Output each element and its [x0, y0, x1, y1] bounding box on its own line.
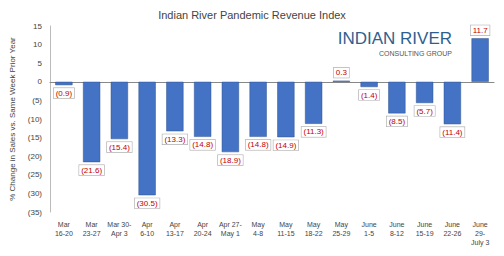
svg-text:15-19: 15-19 [416, 230, 434, 237]
svg-text:June: June [417, 221, 432, 228]
svg-text:Apr: Apr [197, 221, 209, 229]
svg-text:(13.3): (13.3) [164, 135, 185, 144]
svg-text:16-20: 16-20 [55, 230, 73, 237]
svg-text:(15): (15) [28, 133, 43, 142]
svg-text:(35): (35) [28, 208, 43, 217]
svg-text:11-15: 11-15 [277, 230, 294, 237]
svg-text:May 1: May 1 [221, 230, 240, 238]
svg-text:(30.5): (30.5) [137, 199, 158, 208]
svg-text:13-17: 13-17 [166, 230, 184, 237]
svg-text:29-: 29- [475, 230, 486, 237]
svg-text:(21.6): (21.6) [81, 166, 102, 175]
svg-text:18-22: 18-22 [305, 230, 323, 237]
svg-text:23-27: 23-27 [83, 230, 101, 237]
svg-text:5: 5 [38, 59, 43, 68]
svg-text:10: 10 [33, 40, 42, 49]
svg-text:May: May [279, 221, 293, 229]
svg-text:(10): (10) [28, 115, 43, 124]
svg-text:Mar: Mar [58, 221, 71, 228]
svg-text:(20): (20) [28, 152, 43, 161]
svg-text:% Change in Sales vs. Same Wee: % Change in Sales vs. Same Week Prior Ye… [8, 37, 17, 201]
svg-text:Apr: Apr [169, 221, 181, 229]
svg-text:May: May [252, 221, 266, 229]
svg-text:June: June [445, 221, 460, 228]
svg-text:(30): (30) [28, 189, 43, 198]
svg-text:July 3: July 3 [471, 239, 489, 247]
svg-text:(14.8): (14.8) [248, 140, 269, 149]
svg-text:Apr: Apr [142, 221, 154, 229]
svg-text:4-8: 4-8 [253, 230, 263, 237]
svg-text:Mar 30-: Mar 30- [107, 221, 132, 228]
svg-text:June: June [473, 221, 488, 228]
svg-text:Indian River Pandemic Revenue: Indian River Pandemic Revenue Index [158, 9, 346, 21]
svg-text:(18.9): (18.9) [220, 156, 241, 165]
svg-text:20-24: 20-24 [194, 230, 212, 237]
svg-text:0: 0 [38, 77, 43, 86]
svg-text:INDIAN RIVER: INDIAN RIVER [338, 29, 452, 48]
svg-text:(5): (5) [32, 96, 42, 105]
svg-text:Mar: Mar [86, 221, 99, 228]
svg-text:11.7: 11.7 [473, 26, 489, 35]
svg-text:(14.9): (14.9) [275, 141, 296, 150]
svg-text:June: June [389, 221, 404, 228]
svg-text:June: June [362, 221, 377, 228]
svg-text:(14.8): (14.8) [192, 140, 213, 149]
svg-text:8-12: 8-12 [390, 230, 404, 237]
svg-text:(1.4): (1.4) [361, 91, 378, 100]
svg-text:22-26: 22-26 [443, 230, 461, 237]
svg-text:(0.9): (0.9) [56, 89, 73, 98]
svg-text:(5.7): (5.7) [416, 107, 433, 116]
svg-text:(11.3): (11.3) [303, 127, 324, 136]
svg-text:(8.5): (8.5) [389, 117, 406, 126]
svg-text:0.3: 0.3 [336, 68, 348, 77]
svg-text:CONSULTING GROUP: CONSULTING GROUP [379, 50, 452, 57]
svg-text:May: May [307, 221, 321, 229]
svg-text:Apr 27-: Apr 27- [219, 221, 243, 229]
svg-text:(25): (25) [28, 170, 43, 179]
svg-text:May: May [335, 221, 349, 229]
svg-text:Apr 3: Apr 3 [111, 230, 128, 238]
svg-text:(11.4): (11.4) [442, 128, 463, 137]
svg-text:1-5: 1-5 [364, 230, 374, 237]
svg-text:25-29: 25-29 [332, 230, 350, 237]
svg-text:(15.4): (15.4) [109, 143, 130, 152]
svg-text:15: 15 [33, 22, 42, 31]
svg-text:6-10: 6-10 [140, 230, 154, 237]
